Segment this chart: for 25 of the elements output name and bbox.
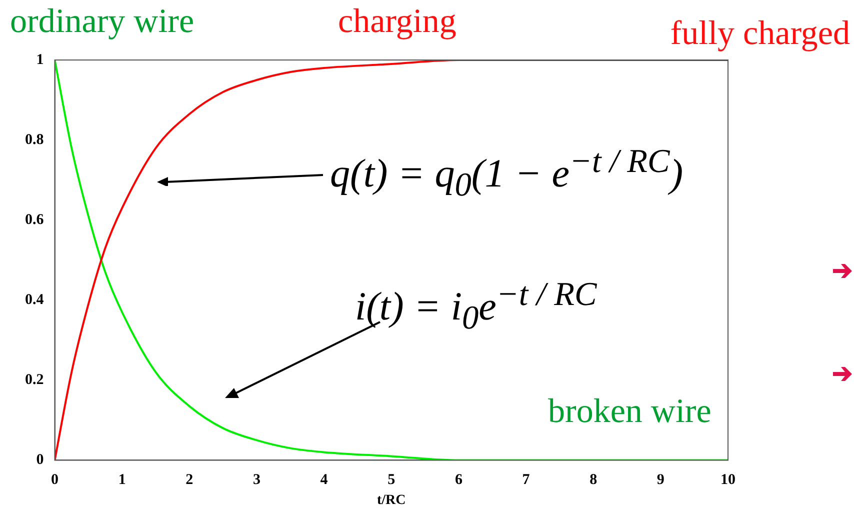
x-tick-label: 1 [118, 472, 126, 488]
y-tick-label: 0 [36, 452, 44, 468]
x-tick-label: 6 [454, 472, 463, 488]
x-tick-label: 5 [388, 472, 396, 488]
text: ordinary wire [10, 2, 194, 42]
annotation: broken wire [548, 392, 712, 432]
text: fully charged [670, 14, 850, 54]
y-tick-label: 0.8 [25, 132, 44, 148]
x-tick-label: 8 [590, 472, 598, 488]
y-tick-label: 0.4 [25, 292, 44, 308]
y-tick-label: 0.2 [25, 372, 44, 388]
x-tick-label: 0 [51, 472, 58, 488]
x-tick-label: 7 [522, 472, 530, 488]
y-tick-label: 1 [36, 52, 44, 68]
x-tick-label: 9 [656, 472, 664, 488]
x-tick-label: 2 [186, 472, 194, 488]
y-tick-label: 0.6 [25, 212, 44, 228]
x-tick-label: 4 [320, 472, 328, 488]
x-tick-label: 10 [720, 472, 736, 488]
annotation: i(t) = i$_{0}$e$^{−t / RC}$ [355, 275, 597, 338]
line-series [54, 60, 728, 460]
x-tick-label: 3 [252, 472, 260, 488]
annotation: q(t) = q$_{0}$(1 − e$^{−t / RC}$) [330, 142, 684, 206]
text: charging [338, 2, 456, 42]
x-axis-title: t/RC [376, 493, 406, 508]
